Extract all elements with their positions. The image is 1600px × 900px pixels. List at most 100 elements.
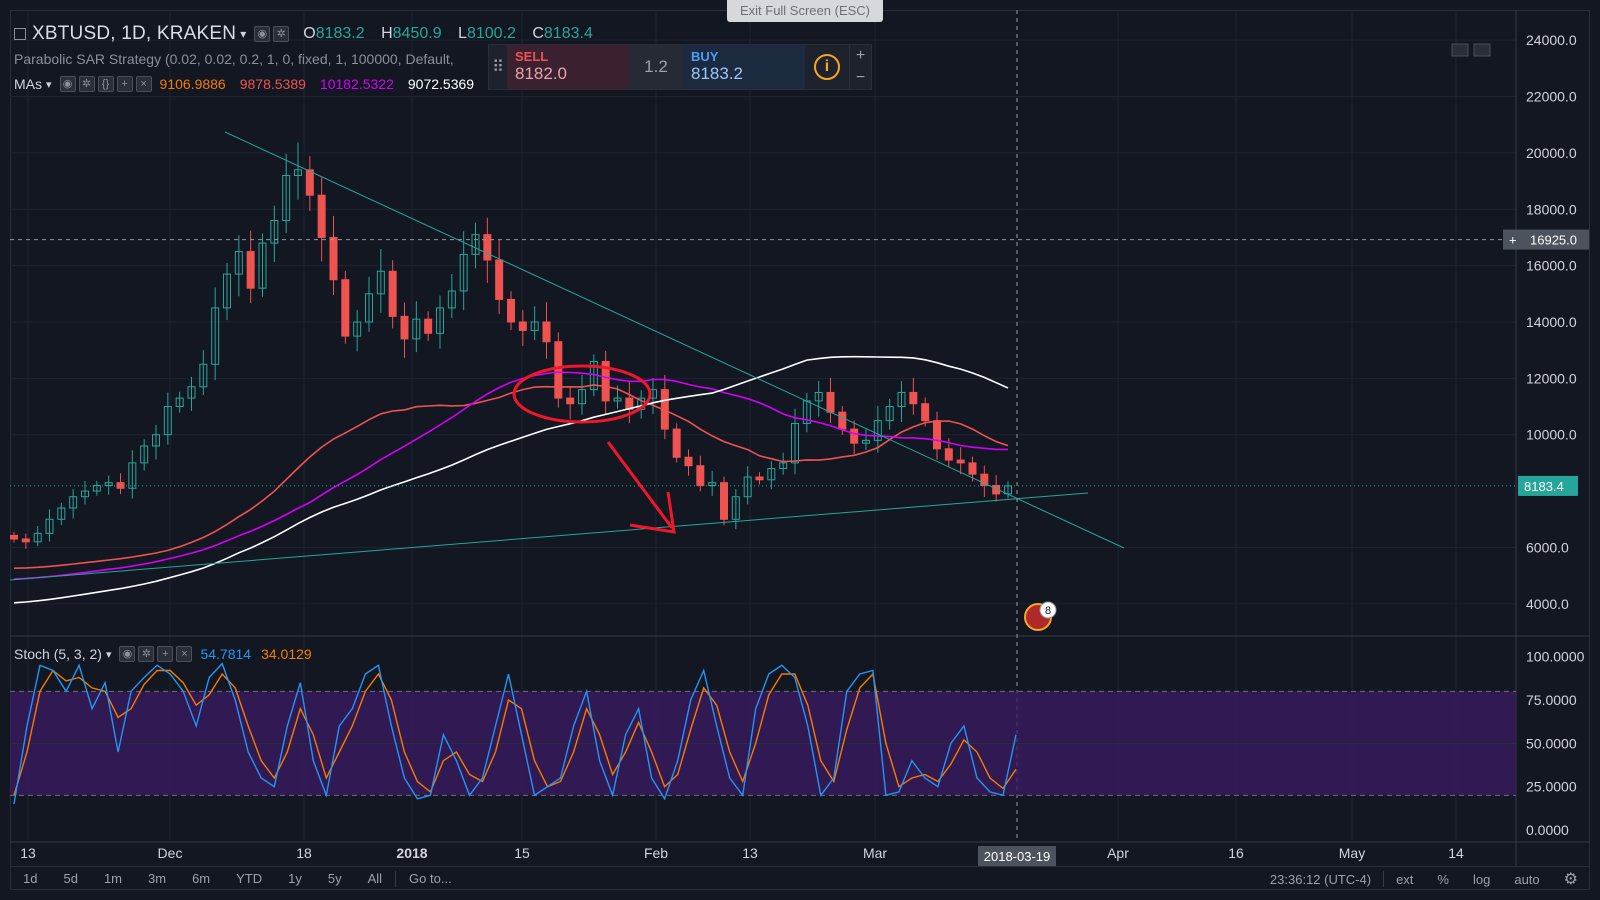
time-axis-label: Dec — [158, 845, 183, 861]
close-icon[interactable]: × — [176, 646, 193, 662]
candle-body — [601, 360, 610, 402]
sell-label: SELL — [515, 49, 549, 64]
candle-body — [116, 482, 125, 489]
candle-body — [199, 363, 208, 388]
scale-option-log[interactable]: log — [1472, 871, 1491, 887]
timeframe-1d[interactable]: 1d — [23, 871, 38, 886]
stoch-legend: Stoch (5, 3, 2) ▾ ◉ ✲ + × 54.7814 34.0129 — [14, 646, 312, 662]
candle-body — [436, 307, 444, 334]
symbol-title[interactable]: XBTUSD, 1D, KRAKEN — [32, 23, 237, 44]
candle-body — [104, 482, 113, 486]
close-value: 8183.4 — [543, 25, 593, 42]
gear-icon[interactable]: ⚙ — [1563, 871, 1578, 888]
eye-icon[interactable]: ◉ — [254, 26, 271, 42]
timeframe-1m[interactable]: 1m — [103, 871, 122, 886]
candle-body — [175, 397, 184, 408]
candle-body — [696, 465, 705, 486]
chevron-down-icon[interactable]: ▾ — [46, 78, 52, 91]
candle-body — [270, 220, 279, 244]
stoch-axis-label: 25.0000 — [1526, 779, 1577, 795]
source-icon[interactable]: {} — [97, 76, 114, 92]
settings-icon[interactable]: ✲ — [78, 76, 95, 92]
timeframe-3m[interactable]: 3m — [148, 871, 167, 886]
settings-icon[interactable]: ✲ — [138, 646, 155, 662]
sell-button[interactable]: SELL 8182.0 — [507, 45, 629, 89]
candle-body — [767, 468, 776, 481]
candle-body — [341, 279, 350, 337]
timeframe-1y[interactable]: 1y — [288, 871, 302, 886]
event-badge-bg — [1039, 601, 1057, 619]
exit-fullscreen-button[interactable]: Exit Full Screen (ESC) — [727, 0, 883, 22]
quantity-field[interactable]: 1.2 — [629, 45, 683, 89]
goto-button[interactable]: Go to... — [409, 871, 452, 886]
candle-body — [483, 234, 492, 261]
timeframe-ytd[interactable]: YTD — [236, 871, 263, 886]
buy-button[interactable]: BUY 8183.2 — [683, 45, 805, 89]
timeframe-all[interactable]: All — [367, 871, 383, 886]
ma-white-line — [13, 355, 1009, 604]
chevron-down-icon[interactable]: ▾ — [240, 27, 247, 41]
ma-purple-line — [13, 371, 1008, 580]
candle-body — [163, 406, 172, 436]
scale-option-percent[interactable]: % — [1437, 871, 1449, 887]
eye-icon[interactable]: ◉ — [119, 646, 136, 662]
legend-buttons: ◉ ✲ — [254, 26, 290, 42]
add-icon[interactable]: + — [116, 76, 133, 92]
candle-body — [933, 420, 941, 450]
candle-body — [10, 534, 18, 540]
candle-body — [909, 391, 918, 405]
crosshair-date: 2018-03-19 — [984, 849, 1051, 864]
scale-option-auto[interactable]: auto — [1514, 871, 1540, 887]
price-axis-label: 6000.0 — [1526, 539, 1569, 555]
timeframe-5y[interactable]: 5y — [327, 871, 342, 886]
timeframe-5d[interactable]: 5d — [63, 871, 78, 886]
timeframe-list: 1d 5d 1m 3m 6m YTD 1y 5y All — [10, 871, 395, 886]
candle-body — [258, 242, 267, 289]
candle-body — [388, 270, 397, 317]
candle-body — [980, 473, 989, 486]
info-button[interactable]: i — [805, 45, 849, 89]
candle-body — [305, 169, 314, 196]
arrow-head — [629, 491, 676, 534]
candle-body — [57, 507, 66, 520]
clock[interactable]: 23:36:12 (UTC-4) — [1269, 871, 1372, 887]
plus-button[interactable]: + — [849, 45, 871, 67]
candle-body — [578, 389, 586, 405]
mas-label[interactable]: MAs — [14, 76, 42, 92]
stoch-d-value: 34.0129 — [261, 646, 312, 662]
time-axis-label: May — [1339, 845, 1365, 861]
candle-body — [81, 490, 89, 498]
bottom-right-controls: 23:36:12 (UTC-4) ext% log auto ⚙ — [1258, 867, 1590, 891]
settings-icon[interactable]: ✲ — [273, 26, 290, 42]
candle-body — [779, 462, 788, 470]
candle-body — [246, 251, 255, 289]
candle-body — [826, 391, 835, 413]
timeframe-6m[interactable]: 6m — [192, 871, 211, 886]
drag-handle-icon[interactable]: ⠿ — [492, 59, 504, 76]
candle-body — [365, 293, 373, 323]
candle-body — [672, 428, 681, 458]
candle-body — [755, 476, 764, 481]
chart-grid — [10, 12, 1516, 840]
scale-options: ext% log auto — [1384, 872, 1552, 887]
minus-button[interactable]: − — [849, 67, 871, 89]
candle-body — [223, 273, 231, 309]
eye-icon[interactable]: ◉ — [59, 76, 76, 92]
chevron-down-icon[interactable]: ▾ — [105, 648, 112, 661]
candle-body — [566, 397, 575, 405]
scale-option-ext[interactable]: ext — [1396, 871, 1414, 887]
candle-body — [921, 403, 930, 422]
close-label: C — [532, 25, 544, 42]
candle-body — [518, 321, 527, 331]
candle-body — [329, 236, 338, 281]
high-value: 8450.9 — [392, 25, 442, 42]
candle-body — [45, 518, 54, 534]
psar-indicator-label[interactable]: Parabolic SAR Strategy (0.02, 0.02, 0.2,… — [14, 51, 454, 67]
add-icon[interactable]: + — [157, 646, 174, 662]
collapse-icon[interactable] — [14, 28, 26, 40]
mas-legend: MAs ▾ ◉ ✲{} + × 9106.9886 9878.5389 10182.532… — [14, 76, 488, 92]
close-icon[interactable]: × — [135, 76, 152, 92]
stoch-label[interactable]: Stoch (5, 3, 2) — [14, 646, 102, 662]
moving-averages-layer — [13, 355, 1009, 604]
